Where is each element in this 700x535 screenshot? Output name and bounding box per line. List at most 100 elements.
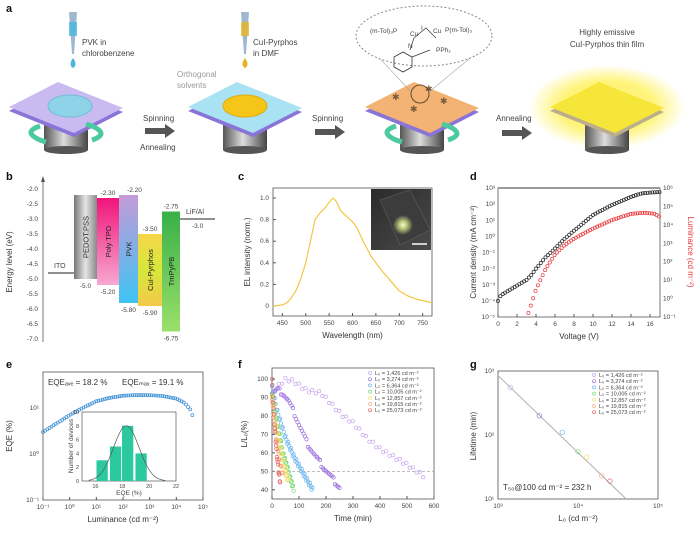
pph2-label: PPh₂	[436, 47, 451, 54]
layer-name: CuI-Pyrphos	[146, 249, 155, 291]
data-point	[629, 194, 633, 199]
legend-entry: L₀ = 25,073 cd m⁻²	[375, 408, 422, 414]
data-point	[555, 244, 560, 248]
eqe-chart: 10⁻¹ 10⁰ 10¹ 10² 10³ 10⁴ 10⁵ 10¹ 10⁰ 10⁻¹ Luminanc…	[5, 371, 208, 524]
x-axis-label: Voltage (V)	[559, 332, 599, 341]
data-point	[283, 433, 288, 438]
x-tick-label: 200	[321, 503, 332, 510]
legend-entry: L₀ = 3,274 cd m⁻²	[599, 379, 643, 385]
y-tick-label: 10²	[485, 432, 495, 439]
panel-label-d: d	[470, 171, 477, 183]
layer-top-label: -2.20	[127, 187, 142, 194]
decay-series: L₀ = 6,364 cd m⁻²	[269, 383, 419, 492]
y-tick-label: -6.0	[27, 306, 39, 313]
data-point	[181, 400, 186, 405]
data-point	[621, 214, 626, 219]
data-point	[282, 455, 288, 461]
data-point	[317, 457, 323, 463]
data-point	[111, 395, 116, 400]
x-tick-label: 100	[294, 503, 305, 510]
data-point	[115, 394, 120, 399]
y-tick-label: 80	[261, 413, 269, 420]
data-point	[171, 396, 175, 400]
y-tick-label: 10¹	[486, 217, 496, 224]
y-tick-label: 10⁻⁴	[482, 298, 496, 305]
data-point	[368, 383, 372, 388]
data-point	[100, 397, 105, 402]
axis-arrow-icon	[41, 176, 45, 182]
data-point	[649, 211, 654, 216]
data-point	[270, 382, 275, 388]
energy-diagram: -2.0 -2.5 -3.0 -3.5 -4.0 -4.5 -5.0 -5.5 -6.0 -6.5…	[5, 176, 215, 343]
data-point	[137, 393, 141, 397]
inset-y-tick: 0	[76, 479, 79, 485]
panel-a-schematic: PVK inchlorobenzeneSpinningAnnealingCuI-…	[9, 5, 685, 154]
data-point	[149, 393, 154, 398]
data-point	[103, 397, 107, 401]
data-point	[421, 475, 426, 480]
data-point	[276, 462, 281, 467]
droplet-icon	[242, 58, 248, 68]
legend-entry: L₀ = 6,364 cd m⁻²	[375, 383, 419, 389]
data-point	[655, 190, 660, 195]
zoom-circle	[410, 84, 430, 104]
data-point	[124, 393, 129, 398]
x-tick-label: 8	[572, 321, 576, 328]
inset-y-tick: 10	[73, 410, 79, 416]
data-point	[190, 413, 195, 417]
data-point	[657, 190, 662, 194]
data-point	[156, 393, 161, 398]
data-point	[291, 488, 296, 493]
data-point	[638, 211, 642, 216]
spin-arrow-icon	[28, 123, 47, 145]
legend-entry: L₀ = 19,815 cd m⁻²	[599, 404, 646, 410]
step-cui: CuI-Pyrphos in DMF Orthogonal solvents	[177, 12, 302, 154]
pipette-liquid	[69, 22, 77, 36]
y-tick-label: 1.0	[260, 195, 269, 202]
data-point	[291, 483, 296, 488]
histogram-inset: 16 18 20 22 0 2 4 6 8 10 EQE (%) Number of devices	[68, 410, 179, 497]
inset-y-tick: 4	[76, 451, 79, 457]
data-point	[548, 250, 553, 255]
cu-label: Cu	[410, 31, 419, 38]
legend-entry: L₀ = 1,426 cd m⁻²	[375, 371, 419, 377]
data-point	[541, 258, 546, 263]
data-point	[278, 438, 283, 443]
y2-axis-label: Luminance (cd m⁻²)	[686, 217, 695, 288]
y-tick-label: -7.0	[27, 336, 39, 343]
result-text: Highly emissive	[579, 28, 635, 37]
data-point	[277, 417, 282, 422]
data-point	[186, 405, 190, 409]
data-point	[368, 402, 372, 406]
layer-bottom-label: -5.90	[143, 310, 158, 317]
y-tick-label: 10⁻³	[482, 282, 496, 289]
data-point	[337, 485, 342, 490]
x-tick-label: 600	[429, 503, 440, 510]
data-point	[647, 211, 652, 216]
histogram-bar	[96, 460, 108, 481]
data-point	[417, 470, 422, 475]
molecule-bonds	[409, 27, 437, 58]
inset-x-tick: 16	[92, 484, 98, 490]
inset-y-tick: 8	[76, 424, 79, 430]
data-point	[377, 445, 382, 450]
panel-label-b: b	[6, 171, 13, 183]
y-axis-label: EL intensity (norm.)	[243, 217, 252, 286]
data-point	[633, 193, 638, 198]
x-tick-label: 0	[496, 321, 500, 328]
data-point	[370, 439, 375, 444]
data-point	[130, 393, 135, 398]
data-point	[609, 218, 614, 223]
data-point	[272, 426, 277, 431]
chuck-base	[400, 146, 444, 154]
legend-entry: L₀ = 6,364 cd m⁻²	[599, 385, 643, 391]
legend-entry: L₀ = 1,426 cd m⁻²	[599, 373, 643, 379]
data-point	[640, 210, 645, 215]
data-point	[572, 228, 576, 233]
y-tick-label: 60	[261, 450, 269, 457]
data-point	[293, 381, 298, 386]
layer-bar	[138, 234, 162, 306]
series-left	[496, 190, 662, 303]
layer-bar	[119, 195, 138, 303]
